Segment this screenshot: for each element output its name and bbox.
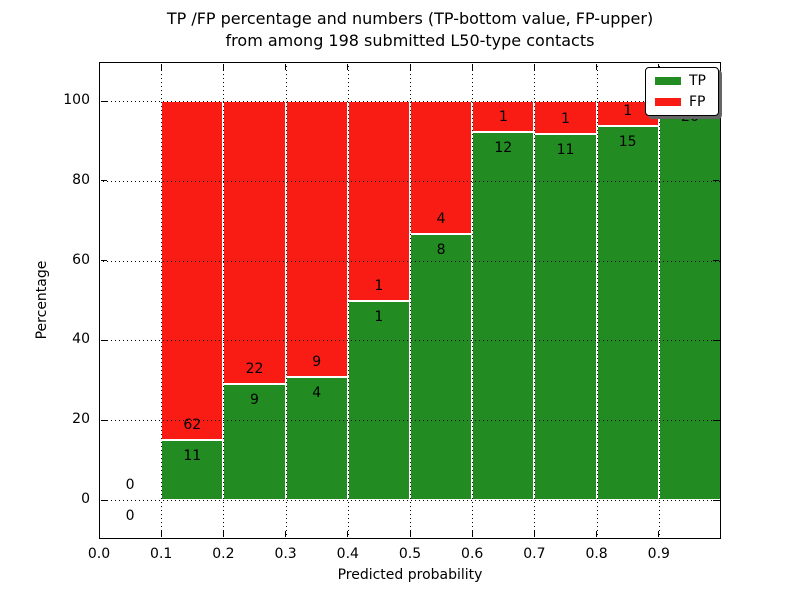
legend-item-tp: TP xyxy=(655,74,709,88)
x-tick-mark xyxy=(596,63,598,70)
x-tick-label: 0.3 xyxy=(274,546,297,562)
tp-bar-segment xyxy=(410,233,473,500)
x-tick-mark xyxy=(471,531,473,538)
fp-count-label: 0 xyxy=(125,477,135,493)
fp-count-label: 1 xyxy=(498,108,508,125)
x-tick-mark xyxy=(409,63,411,70)
x-tick-mark xyxy=(222,63,224,70)
fp-count-label: 9 xyxy=(312,354,322,371)
fp-bar-segment xyxy=(472,101,535,132)
x-gridline xyxy=(658,62,660,539)
y-tick-mark xyxy=(100,419,107,421)
fp-count-label: 4 xyxy=(436,210,446,227)
tp-count-label: 1 xyxy=(374,308,384,325)
y-tick-label: 40 xyxy=(72,331,90,348)
fp-legend-label: FP xyxy=(689,94,706,110)
x-tick-mark xyxy=(533,63,535,70)
tp-legend-label: TP xyxy=(689,73,706,89)
tp-bar-segment xyxy=(347,300,410,500)
x-tick-mark xyxy=(222,531,224,538)
x-tick-label: 0.1 xyxy=(150,546,173,562)
tp-bar-segment xyxy=(596,125,659,500)
fp-count-label: 22 xyxy=(245,361,264,378)
legend: TP FP xyxy=(645,67,719,116)
legend-item-fp: FP xyxy=(655,95,709,109)
tp-bar-segment xyxy=(534,134,597,500)
tp-count-label: 11 xyxy=(183,447,202,464)
x-tick-mark xyxy=(533,531,535,538)
x-tick-mark xyxy=(285,63,287,70)
y-tick-mark xyxy=(100,180,107,182)
y-tick-mark xyxy=(713,339,720,341)
x-tick-mark xyxy=(160,63,162,70)
x-gridline xyxy=(410,62,411,539)
tp-bar-segment xyxy=(658,101,721,500)
fp-bar-segment xyxy=(223,101,286,385)
tp-bar-segment xyxy=(472,131,535,500)
x-tick-mark xyxy=(409,531,411,538)
x-tick-label: 0.9 xyxy=(647,546,670,562)
tp-count-label: 9 xyxy=(250,392,259,409)
x-tick-mark xyxy=(347,63,349,70)
tp-count-label: 0 xyxy=(125,508,135,524)
fp-bar-segment xyxy=(161,101,224,440)
x-gridline xyxy=(285,62,287,539)
fp-bar-segment xyxy=(285,101,348,378)
x-tick-mark xyxy=(658,531,660,538)
x-gridline xyxy=(223,62,225,539)
y-tick-mark xyxy=(100,499,107,501)
x-tick-label: 0.8 xyxy=(585,546,608,562)
x-gridline xyxy=(472,62,474,539)
x-tick-label: 0.7 xyxy=(523,546,546,562)
fp-bar-segment xyxy=(410,101,473,234)
x-tick-mark xyxy=(471,63,473,70)
tp-legend-swatch-icon xyxy=(655,77,681,85)
fp-bar-segment xyxy=(347,101,410,301)
x-tick-mark xyxy=(596,531,598,538)
y-tick-mark xyxy=(713,260,720,262)
chart-title-line1: TP /FP percentage and numbers (TP-bottom… xyxy=(166,9,654,28)
y-tick-label: 20 xyxy=(72,411,90,428)
x-tick-mark xyxy=(658,63,660,70)
fp-legend-swatch-icon xyxy=(655,98,681,106)
chart-title-line2: from among 198 submitted L50-type contac… xyxy=(225,31,595,50)
fp-count-label: 1 xyxy=(374,277,384,294)
x-gridline xyxy=(347,62,349,539)
tp-count-label: 4 xyxy=(312,385,322,402)
y-axis-label: Percentage xyxy=(34,260,50,340)
x-tick-label: 0.6 xyxy=(461,546,484,562)
x-tick-label: 0.0 xyxy=(87,546,111,562)
x-tick-mark xyxy=(285,531,287,538)
fp-count-label: 62 xyxy=(183,416,202,433)
tp-count-label: 8 xyxy=(436,241,446,258)
x-tick-mark xyxy=(160,531,162,538)
tp-count-label: 12 xyxy=(494,139,513,156)
y-tick-label: 60 xyxy=(72,251,90,268)
x-tick-mark xyxy=(347,531,349,538)
y-tick-label: 100 xyxy=(63,92,90,108)
y-tick-mark xyxy=(100,260,107,262)
tp-count-label: 15 xyxy=(618,133,637,150)
x-gridline xyxy=(596,62,598,539)
y-tick-mark xyxy=(713,499,720,501)
x-gridline xyxy=(161,62,163,539)
x-axis-label: Predicted probability xyxy=(337,567,483,583)
y-tick-mark xyxy=(713,180,720,182)
y-tick-mark xyxy=(100,100,107,102)
y-tick-mark xyxy=(713,419,720,421)
y-tick-label: 80 xyxy=(72,171,90,188)
x-gridline xyxy=(534,62,536,539)
y-tick-label: 0 xyxy=(81,491,90,507)
x-tick-label: 0.2 xyxy=(212,546,235,562)
tp-bar-segment xyxy=(161,439,224,500)
y-tick-mark xyxy=(100,339,107,341)
fp-count-label: 1 xyxy=(561,111,570,128)
fp-count-label: 1 xyxy=(623,102,633,119)
tp-count-label: 11 xyxy=(556,142,575,159)
x-tick-label: 0.4 xyxy=(336,546,359,562)
x-tick-label: 0.5 xyxy=(398,546,422,562)
